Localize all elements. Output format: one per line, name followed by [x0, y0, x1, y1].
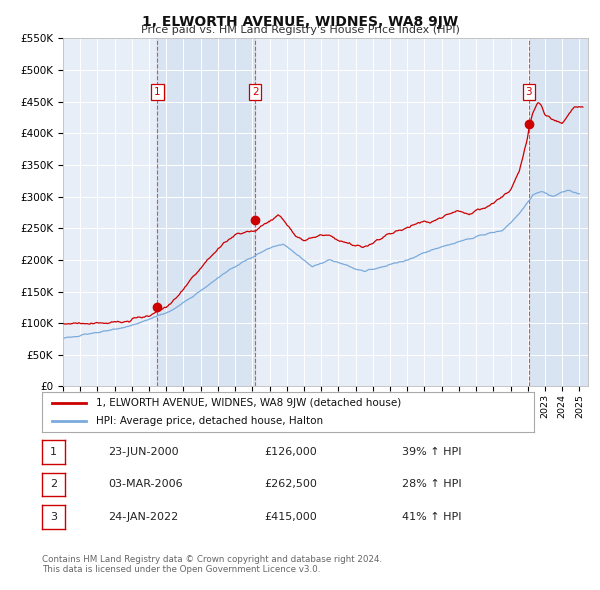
Text: 28% ↑ HPI: 28% ↑ HPI	[402, 480, 461, 489]
Text: Contains HM Land Registry data © Crown copyright and database right 2024.: Contains HM Land Registry data © Crown c…	[42, 555, 382, 563]
Text: 1, ELWORTH AVENUE, WIDNES, WA8 9JW: 1, ELWORTH AVENUE, WIDNES, WA8 9JW	[142, 15, 458, 29]
Text: 1: 1	[154, 87, 161, 97]
Text: 41% ↑ HPI: 41% ↑ HPI	[402, 512, 461, 522]
Text: 39% ↑ HPI: 39% ↑ HPI	[402, 447, 461, 457]
Text: £415,000: £415,000	[264, 512, 317, 522]
Text: 03-MAR-2006: 03-MAR-2006	[108, 480, 182, 489]
Text: 1: 1	[50, 447, 57, 457]
Text: 3: 3	[50, 512, 57, 522]
Text: Price paid vs. HM Land Registry's House Price Index (HPI): Price paid vs. HM Land Registry's House …	[140, 25, 460, 35]
Text: HPI: Average price, detached house, Halton: HPI: Average price, detached house, Halt…	[96, 416, 323, 426]
Bar	[529, 38, 588, 386]
Bar	[157, 38, 255, 386]
Text: 2: 2	[252, 87, 259, 97]
Text: 23-JUN-2000: 23-JUN-2000	[108, 447, 179, 457]
Text: 3: 3	[526, 87, 532, 97]
Text: 24-JAN-2022: 24-JAN-2022	[108, 512, 178, 522]
Text: £126,000: £126,000	[264, 447, 317, 457]
Text: £262,500: £262,500	[264, 480, 317, 489]
Text: This data is licensed under the Open Government Licence v3.0.: This data is licensed under the Open Gov…	[42, 565, 320, 574]
Text: 1, ELWORTH AVENUE, WIDNES, WA8 9JW (detached house): 1, ELWORTH AVENUE, WIDNES, WA8 9JW (deta…	[96, 398, 401, 408]
Text: 2: 2	[50, 480, 57, 489]
